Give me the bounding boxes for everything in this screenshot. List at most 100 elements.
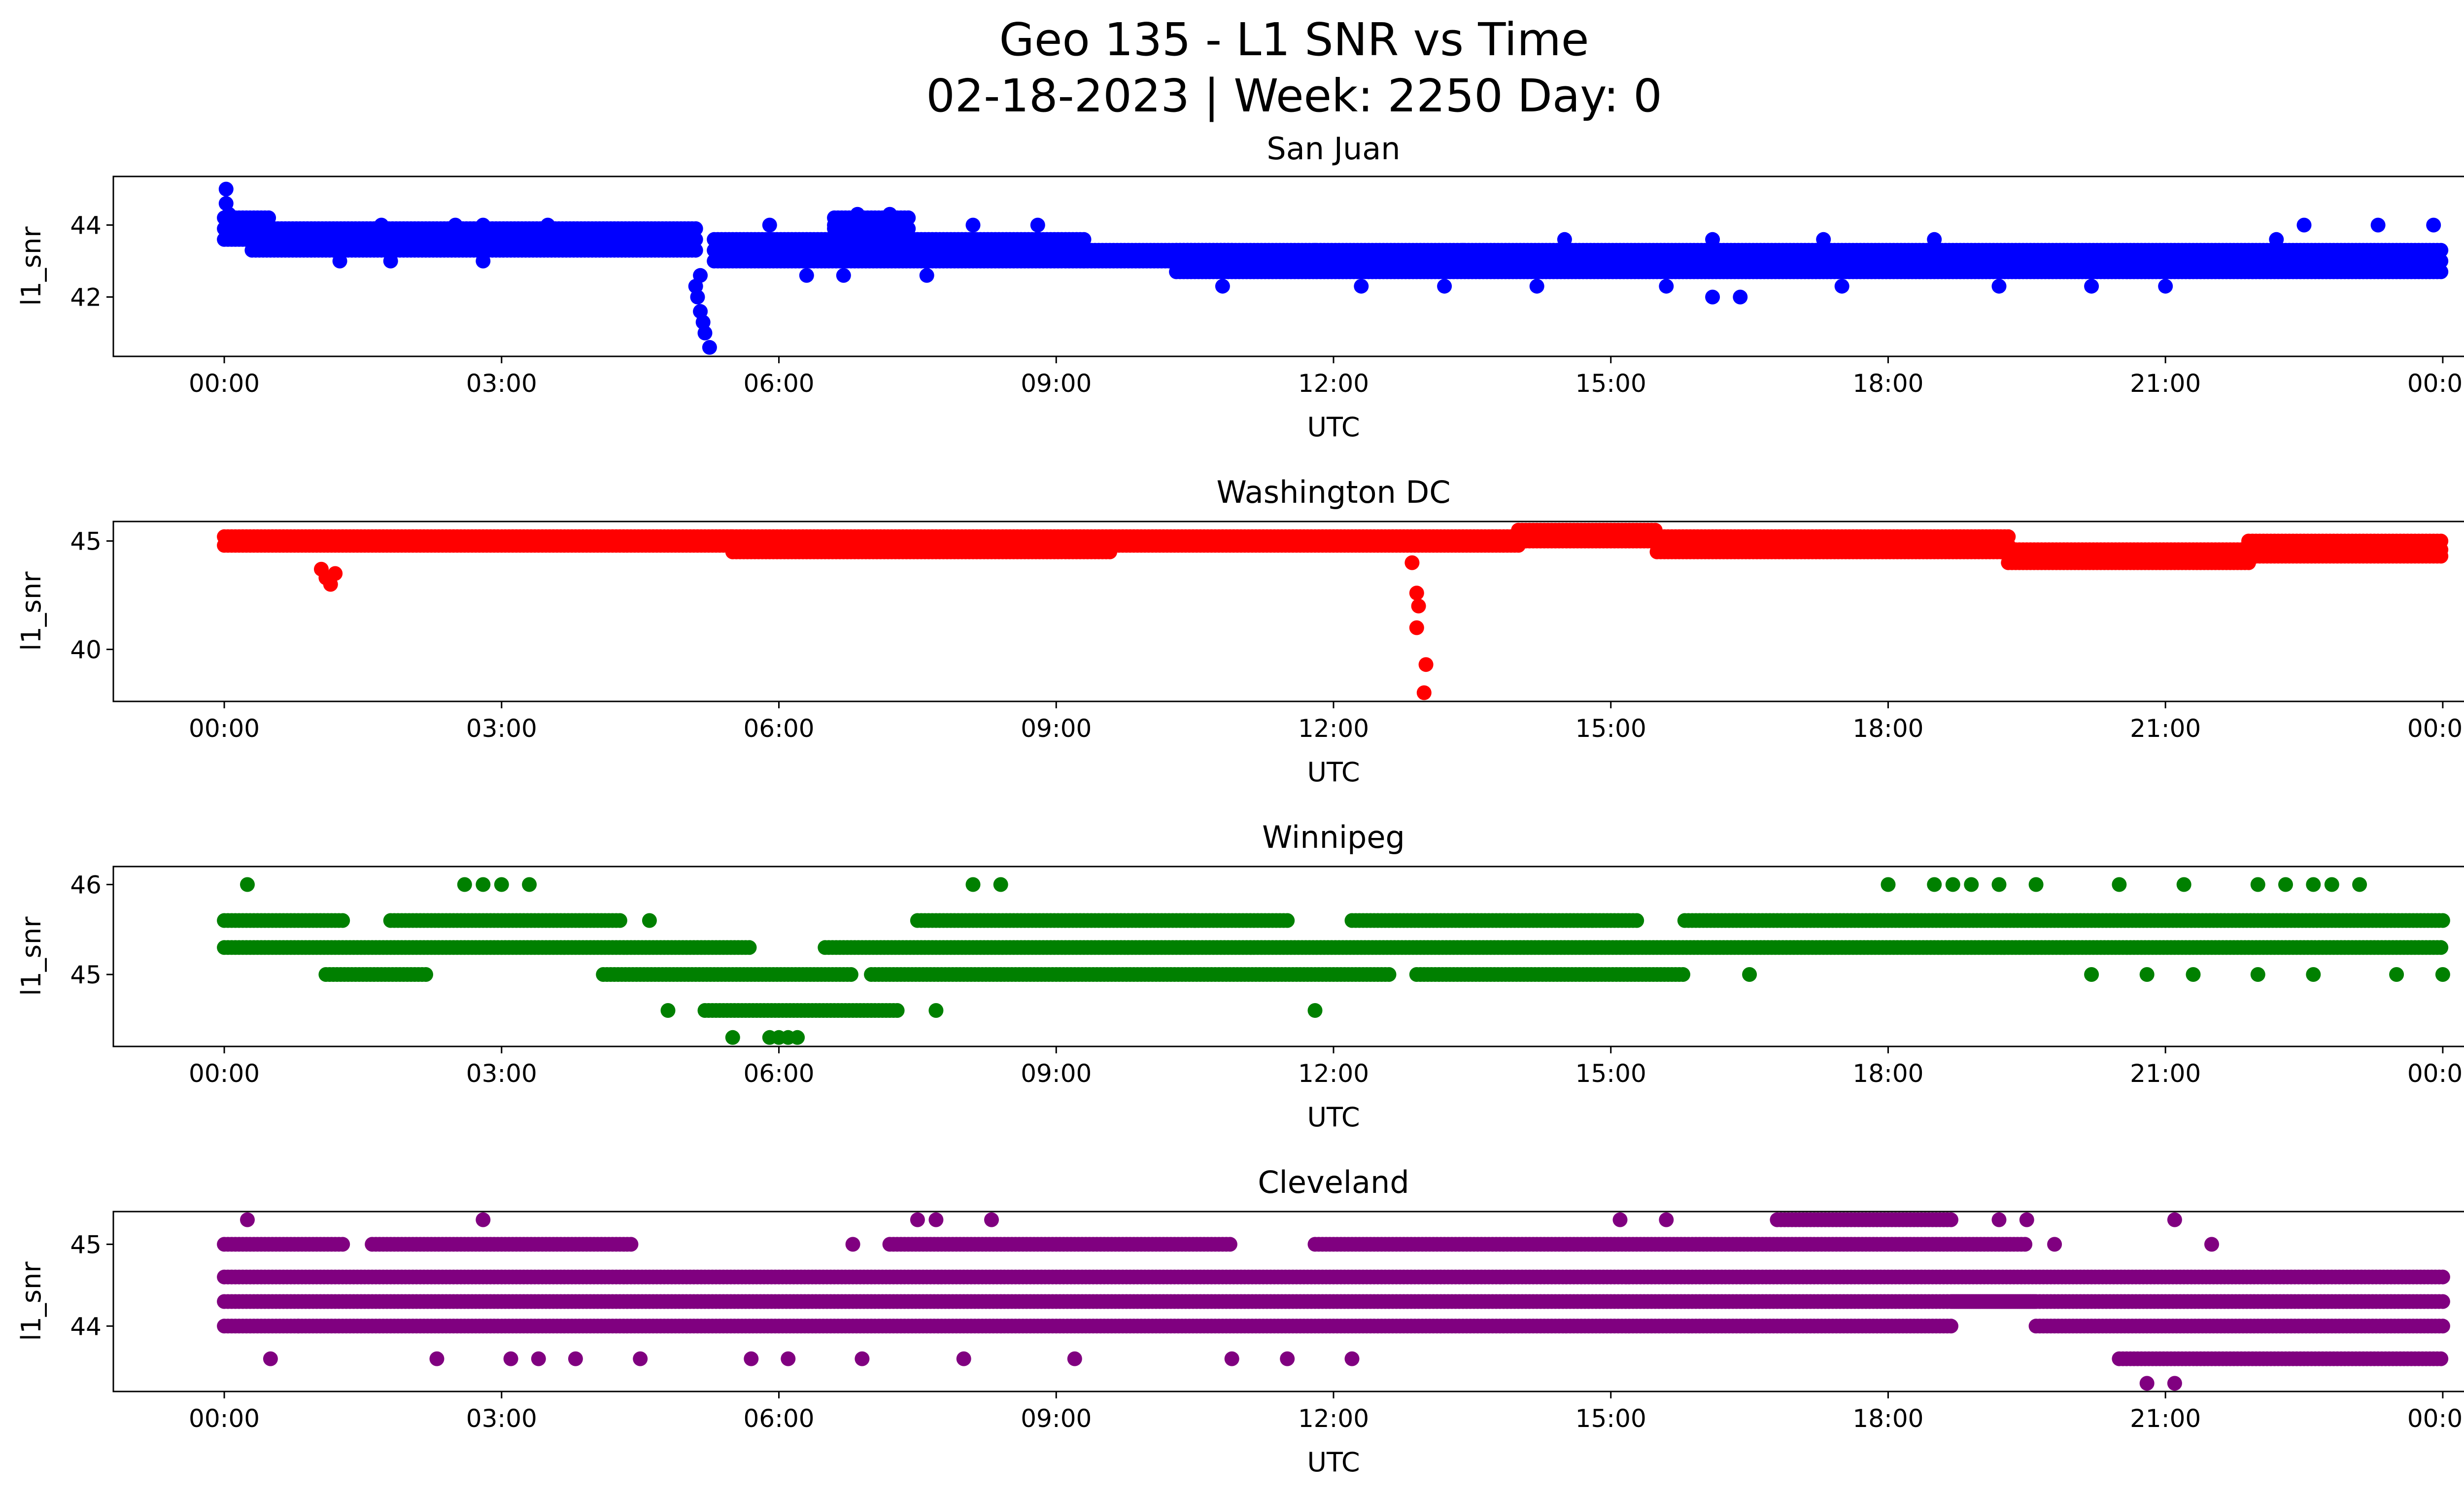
data-point (1991, 278, 2007, 294)
data-point (1437, 278, 1452, 294)
data-point (476, 877, 491, 892)
x-tick-label: 21:00 (2130, 369, 2201, 398)
data-point (1816, 232, 1831, 247)
data-point (540, 217, 555, 233)
data-point (1411, 598, 1426, 614)
data-point (1927, 232, 1942, 247)
data-point (1629, 913, 1644, 928)
data-point (1354, 278, 1369, 294)
x-tick-label: 06:00 (743, 369, 814, 398)
data-point (882, 207, 897, 222)
data-point (1964, 877, 1979, 892)
data-point (1529, 278, 1544, 294)
x-tick-label: 15:00 (1575, 369, 1646, 398)
subplot-title: San Juan (1266, 131, 1400, 167)
data-point (928, 1003, 944, 1018)
data-point (901, 210, 916, 225)
data-point (919, 268, 934, 283)
data-point (328, 566, 343, 581)
data-point (1742, 967, 1757, 982)
data-point (1381, 967, 1397, 982)
data-point (2158, 278, 2173, 294)
x-axis-label: UTC (1307, 757, 1360, 788)
data-point (1307, 1003, 1323, 1018)
y-tick-label: 40 (70, 635, 102, 664)
x-tick-label: 18:00 (1852, 714, 1923, 743)
x-tick-label: 06:00 (743, 714, 814, 743)
data-point (965, 877, 981, 892)
data-points (217, 181, 2449, 355)
data-point (218, 181, 234, 197)
data-point (1733, 289, 1748, 305)
data-point (2296, 217, 2312, 233)
subplot-title: Winnipeg (1262, 819, 1405, 855)
data-point (725, 1030, 740, 1045)
data-point (688, 243, 703, 258)
x-tick-label: 00:00 (2407, 369, 2464, 398)
data-point (522, 877, 537, 892)
x-tick-label: 03:00 (466, 714, 537, 743)
data-point (494, 877, 509, 892)
data-point (901, 221, 916, 236)
data-point (2435, 913, 2450, 928)
data-point (850, 207, 865, 222)
x-tick-label: 00:00 (2407, 714, 2464, 743)
y-axis-label: l1_snr (16, 571, 47, 651)
data-point (2426, 217, 2441, 233)
data-point (1881, 877, 1896, 892)
data-point (1834, 278, 1849, 294)
data-point (2306, 877, 2321, 892)
data-point (2433, 940, 2449, 955)
data-point (965, 217, 981, 233)
data-point (457, 877, 472, 892)
data-point (2112, 877, 2127, 892)
data-point (2370, 217, 2386, 233)
data-point (1418, 657, 1434, 672)
data-point (332, 253, 347, 269)
y-axis-label: l1_snr (16, 226, 47, 306)
data-point (1455, 243, 1471, 258)
data-point (2001, 529, 2016, 544)
x-tick-label: 09:00 (1021, 714, 1092, 743)
data-point (383, 253, 398, 269)
data-point (1945, 877, 1960, 892)
data-point (660, 1003, 676, 1018)
subplot-title: Washington DC (1216, 474, 1450, 510)
x-tick-label: 03:00 (466, 369, 537, 398)
data-point (2433, 533, 2449, 549)
x-tick-label: 00:00 (189, 714, 260, 743)
data-point (2324, 877, 2339, 892)
x-tick-label: 21:00 (2130, 714, 2201, 743)
data-point (2433, 264, 2449, 279)
data-point (1280, 913, 1295, 928)
data-point (836, 268, 851, 283)
x-axis-label: UTC (1307, 412, 1360, 443)
data-point (2084, 278, 2099, 294)
data-point (1585, 913, 1600, 928)
data-point (2269, 232, 2284, 247)
data-point (890, 1003, 905, 1018)
data-point (221, 207, 237, 222)
data-point (642, 913, 657, 928)
y-tick-label: 45 (70, 527, 102, 556)
data-point (476, 253, 491, 269)
data-point (374, 217, 389, 233)
data-point (742, 940, 757, 955)
data-point (1659, 278, 1674, 294)
data-point (2176, 877, 2191, 892)
data-point (448, 217, 463, 233)
x-tick-label: 18:00 (1852, 369, 1923, 398)
subplot-washington-dc: Washington DC 00:00 03:00 06:00 09:00 12:00 1… (16, 474, 2464, 788)
data-point (2352, 877, 2367, 892)
x-tick-label: 09:00 (1021, 369, 1092, 398)
data-point (1030, 217, 1045, 233)
data-point (2433, 253, 2449, 269)
data-point (2028, 877, 2044, 892)
data-point (1927, 877, 1942, 892)
figure-title-line1: Geo 135 - L1 SNR vs Time (999, 13, 1589, 66)
data-point (1404, 555, 1420, 570)
data-point (418, 967, 433, 982)
figure-title-line2: 02-18-2023 | Week: 2250 Day: 0 (926, 70, 1662, 122)
data-point (335, 913, 350, 928)
